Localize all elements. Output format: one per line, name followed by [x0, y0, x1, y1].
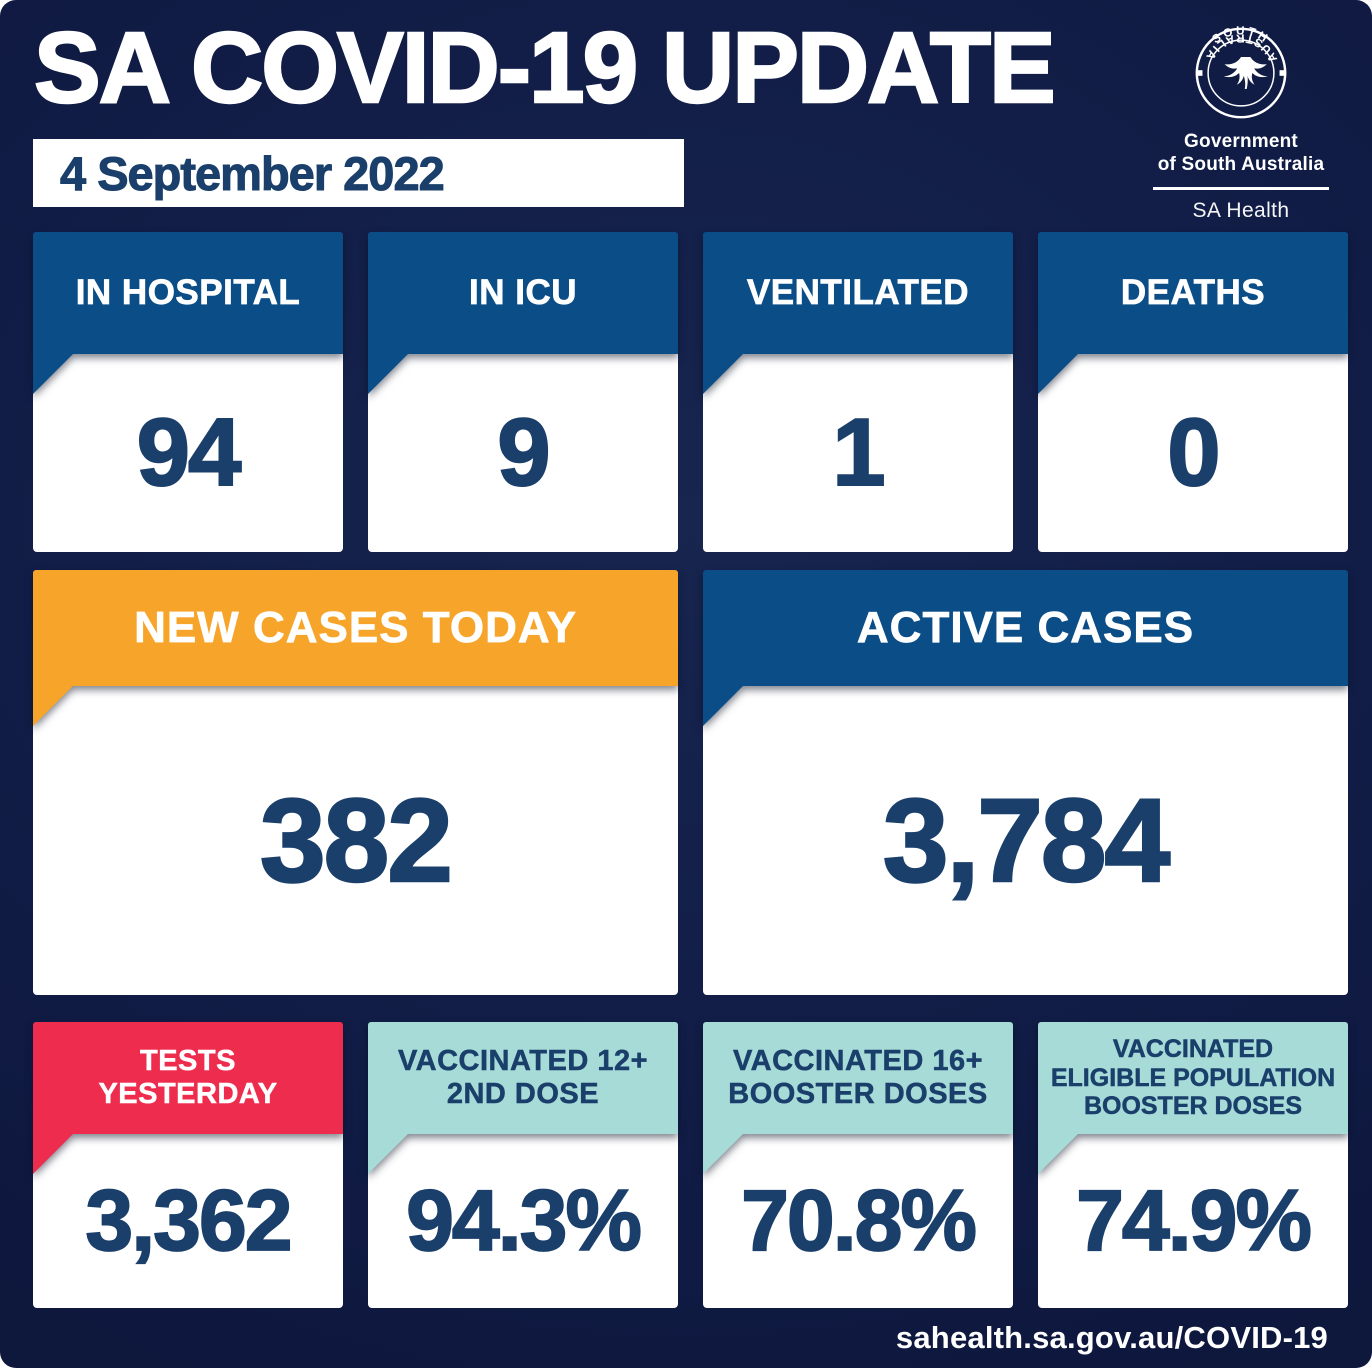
card-label: VACCINATED ELIGIBLE POPULATION BOOSTER D… — [1050, 1034, 1336, 1121]
date-banner: 4 September 2022 — [33, 139, 684, 207]
page-title: SA COVID-19 UPDATE — [33, 12, 1057, 124]
card-body: 94 — [33, 354, 343, 552]
card-value: 3,784 — [882, 773, 1172, 908]
card-header: TESTS YESTERDAY — [33, 1022, 343, 1174]
logo-government-line1: Government — [1184, 131, 1298, 152]
card-header: NEW CASES TODAY — [33, 570, 678, 726]
card-header: IN ICU — [368, 232, 678, 394]
card-label: DEATHS — [1120, 272, 1266, 313]
card-label: VACCINATED 12+ 2ND DOSE — [397, 1044, 649, 1110]
south-australia-seal-icon: SOUTH AUSTRALIA — [1195, 26, 1287, 119]
card-label: TESTS YESTERDAY — [98, 1044, 278, 1110]
card-label: NEW CASES TODAY — [134, 602, 577, 652]
card-vaccinated-eligible-booster: VACCINATED ELIGIBLE POPULATION BOOSTER D… — [1038, 1022, 1348, 1308]
card-new-cases-today: NEW CASES TODAY 382 — [33, 570, 678, 995]
card-tests-yesterday: TESTS YESTERDAY 3,362 — [33, 1022, 343, 1308]
card-active-cases: ACTIVE CASES 3,784 — [703, 570, 1348, 995]
card-header: VACCINATED 12+ 2ND DOSE — [368, 1022, 678, 1174]
date-text: 4 September 2022 — [60, 146, 446, 200]
card-body: 9 — [368, 354, 678, 552]
logo-government-line2: of South Australia — [1157, 154, 1325, 176]
card-header: VACCINATED 16+ BOOSTER DOSES — [703, 1022, 1013, 1174]
card-label: VENTILATED — [746, 272, 970, 313]
card-body: 74.9% — [1038, 1134, 1348, 1308]
card-value: 9 — [496, 398, 551, 507]
card-label: ACTIVE CASES — [856, 602, 1195, 652]
card-header: ACTIVE CASES — [703, 570, 1348, 726]
card-ventilated: VENTILATED 1 — [703, 232, 1013, 552]
card-in-icu: IN ICU 9 — [368, 232, 678, 552]
sa-gov-logo: SOUTH AUSTRALIA Government of South Aust… — [1132, 26, 1350, 223]
card-in-hospital: IN HOSPITAL 94 — [33, 232, 343, 552]
card-value: 382 — [259, 773, 454, 908]
card-body: 382 — [33, 686, 678, 995]
logo-department: SA Health — [1192, 198, 1290, 222]
card-body: 3,784 — [703, 686, 1348, 995]
card-body: 94.3% — [368, 1134, 678, 1308]
card-header: IN HOSPITAL — [33, 232, 343, 394]
card-body: 70.8% — [703, 1134, 1013, 1308]
card-body: 0 — [1038, 354, 1348, 552]
card-deaths: DEATHS 0 — [1038, 232, 1348, 552]
card-vaccinated-16plus-booster: VACCINATED 16+ BOOSTER DOSES 70.8% — [703, 1022, 1013, 1308]
card-value: 94.3% — [405, 1172, 643, 1270]
card-value: 0 — [1166, 398, 1221, 507]
card-body: 3,362 — [33, 1134, 343, 1308]
card-value: 3,362 — [84, 1172, 293, 1270]
card-value: 70.8% — [740, 1172, 978, 1270]
card-label: IN ICU — [469, 272, 577, 313]
footer-url: sahealth.sa.gov.au/COVID-19 — [895, 1320, 1328, 1355]
card-label: IN HOSPITAL — [75, 272, 301, 313]
card-header: DEATHS — [1038, 232, 1348, 394]
piping-shrike-icon — [1223, 57, 1268, 89]
card-body: 1 — [703, 354, 1013, 552]
card-header: VACCINATED ELIGIBLE POPULATION BOOSTER D… — [1038, 1022, 1348, 1174]
logo-divider — [1153, 187, 1329, 190]
card-header: VENTILATED — [703, 232, 1013, 394]
card-value: 94 — [136, 398, 243, 507]
card-value: 74.9% — [1075, 1172, 1313, 1270]
card-vaccinated-12plus-2nd-dose: VACCINATED 12+ 2ND DOSE 94.3% — [368, 1022, 678, 1308]
card-value: 1 — [831, 398, 886, 507]
card-label: VACCINATED 16+ BOOSTER DOSES — [728, 1044, 988, 1110]
